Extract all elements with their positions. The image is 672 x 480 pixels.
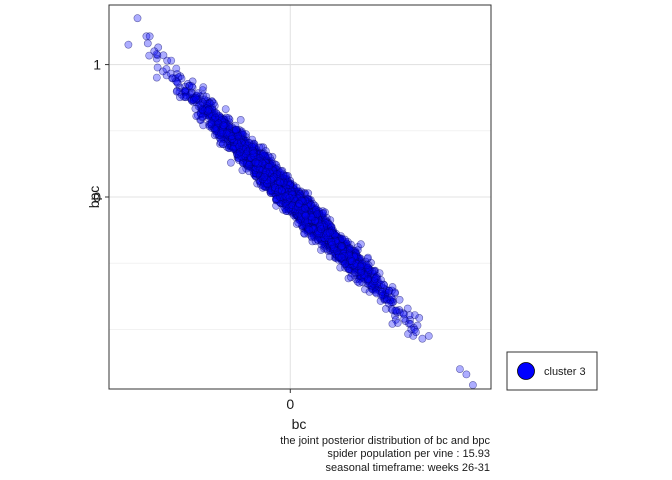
- data-point: [328, 240, 337, 249]
- data-point: [455, 365, 464, 373]
- data-point: [238, 166, 247, 175]
- data-point: [175, 93, 184, 102]
- caption-line-1: the joint posterior distribution of bc a…: [280, 435, 490, 447]
- data-point: [282, 207, 291, 215]
- data-point: [424, 332, 433, 340]
- data-point: [363, 275, 372, 284]
- data-point: [317, 225, 325, 233]
- data-point: [399, 310, 408, 319]
- data-point: [166, 69, 175, 78]
- caption-line-2: spider population per vine : 15.93: [327, 448, 490, 460]
- data-point: [338, 234, 346, 243]
- data-point: [198, 105, 207, 114]
- data-point: [153, 63, 162, 72]
- data-point: [145, 32, 154, 41]
- data-point: [219, 140, 227, 148]
- data-point: [191, 93, 200, 102]
- data-point: [167, 56, 176, 65]
- data-point: [390, 288, 399, 297]
- data-point: [150, 47, 159, 56]
- data-point: [468, 381, 477, 389]
- data-point: [384, 299, 393, 308]
- data-point: [295, 200, 304, 208]
- data-point: [226, 158, 235, 167]
- data-point: [395, 295, 404, 304]
- data-point: [388, 319, 397, 328]
- data-point: [159, 51, 168, 60]
- data-point: [411, 328, 420, 336]
- data-point: [221, 105, 230, 113]
- data-point: [198, 112, 207, 121]
- legend-key-cluster-3: [517, 362, 535, 380]
- caption-line-3: seasonal timeframe: weeks 26-31: [326, 462, 490, 474]
- data-point: [191, 104, 200, 113]
- data-point: [277, 186, 286, 195]
- data-point: [337, 253, 346, 262]
- x-tick-label: 0: [286, 396, 294, 412]
- data-point: [198, 86, 207, 94]
- data-point: [337, 242, 346, 251]
- data-point: [222, 129, 231, 138]
- data-point: [172, 64, 181, 73]
- data-point: [207, 118, 216, 127]
- data-point: [415, 313, 424, 322]
- data-point: [214, 119, 223, 128]
- data-point: [236, 148, 244, 157]
- data-points: [124, 14, 477, 389]
- data-point: [325, 228, 334, 237]
- data-point: [143, 39, 152, 48]
- y-axis-title: bpc: [86, 186, 102, 209]
- data-point: [133, 14, 142, 23]
- data-point: [249, 149, 258, 158]
- y-tick-label: 1: [93, 57, 101, 73]
- data-point: [187, 82, 196, 91]
- data-point: [462, 370, 471, 379]
- data-point: [292, 183, 301, 192]
- legend-label-cluster-3: cluster 3: [544, 366, 586, 378]
- data-point: [173, 78, 182, 87]
- data-point: [356, 262, 365, 271]
- x-axis-title: bc: [292, 416, 307, 432]
- data-point: [264, 152, 273, 160]
- data-point: [236, 116, 245, 124]
- data-point: [285, 193, 294, 202]
- data-point: [377, 276, 385, 284]
- data-point: [301, 211, 310, 220]
- data-point: [317, 240, 326, 249]
- legend: cluster 3: [506, 351, 598, 391]
- data-point: [124, 40, 133, 49]
- data-point: [251, 158, 260, 167]
- data-point: [245, 167, 253, 176]
- data-point: [378, 287, 386, 296]
- data-point: [305, 225, 314, 234]
- data-point: [212, 109, 221, 117]
- data-point: [294, 218, 303, 227]
- data-point: [341, 259, 350, 268]
- data-point: [260, 172, 269, 181]
- data-point: [345, 244, 354, 253]
- data-point: [391, 306, 400, 315]
- data-point: [232, 125, 241, 134]
- data-point: [152, 73, 161, 82]
